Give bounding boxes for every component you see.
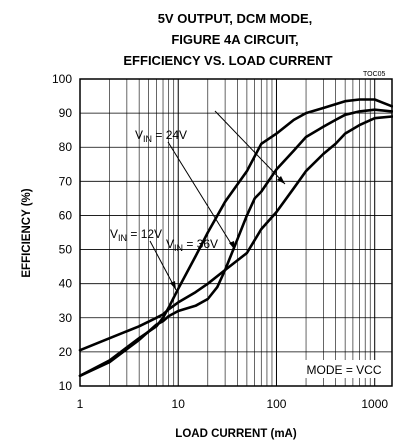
pointer-24v-arrowhead [229, 241, 235, 250]
y-tick-label: 20 [59, 345, 73, 359]
series-label-24v: VIN = 24V [135, 128, 187, 144]
chart-title: 5V OUTPUT, DCM MODE, FIGURE 4A CIRCUIT, … [123, 11, 332, 68]
x-axis-label: LOAD CURRENT (mA) [175, 428, 297, 440]
y-tick-label: 10 [59, 379, 73, 393]
series-label-12v: VIN = 12V [110, 227, 162, 243]
chart-title-line-3: EFFICIENCY VS. LOAD CURRENT [123, 53, 332, 68]
y-tick-label: 90 [59, 106, 73, 120]
plot-frame [79, 78, 393, 387]
mode-note: MODE = VCC [306, 363, 381, 377]
pointer-12v-arrowhead [170, 281, 176, 290]
x-tick-label: 10 [172, 397, 186, 411]
series-line-2 [78, 98, 393, 378]
y-tick-label: 50 [59, 243, 73, 257]
x-tick-label: 1 [77, 397, 84, 411]
series-label-24v-text: VIN = 24V [135, 128, 187, 144]
pointer-12v [149, 240, 177, 291]
pointer-36v [214, 110, 286, 185]
chart-title-line-1: 5V OUTPUT, DCM MODE, [158, 11, 313, 26]
series-line-1 [78, 108, 393, 378]
series-label-36v: VIN = 36V [166, 237, 218, 253]
y-axis-label: EFFICIENCY (%) [21, 188, 33, 277]
pointer-36v-arrowhead [277, 176, 285, 184]
series-line-0 [78, 115, 393, 352]
x-tick-label: 100 [266, 397, 286, 411]
mode-note-box [305, 360, 385, 378]
y-tick-label: 30 [59, 311, 73, 325]
series-label-36v-text: VIN = 36V [166, 237, 218, 253]
figure-code: TOC05 [363, 71, 386, 78]
grid [80, 79, 392, 386]
y-tick-label: 40 [59, 277, 73, 291]
pointer-24v [167, 141, 236, 251]
series-lines [78, 98, 393, 378]
y-tick-label: 80 [59, 140, 73, 154]
y-tick-label: 70 [59, 174, 73, 188]
series-label-12v-text: VIN = 12V [110, 227, 162, 243]
y-tick-label: 60 [59, 208, 73, 222]
chart-title-line-2: FIGURE 4A CIRCUIT, [171, 32, 298, 47]
x-tick-label: 1000 [361, 397, 388, 411]
y-tick-label: 100 [52, 72, 72, 86]
